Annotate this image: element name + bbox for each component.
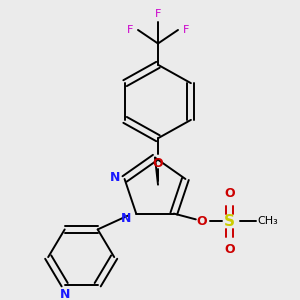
Text: F: F	[127, 25, 133, 35]
Text: O: O	[196, 215, 207, 228]
Text: O: O	[224, 187, 235, 200]
Text: F: F	[155, 8, 161, 19]
Text: N: N	[110, 170, 120, 184]
Text: CH₃: CH₃	[257, 216, 278, 226]
Text: N: N	[59, 288, 70, 300]
Text: O: O	[153, 157, 163, 170]
Text: S: S	[224, 214, 235, 229]
Text: O: O	[224, 243, 235, 256]
Text: N: N	[121, 212, 131, 225]
Text: F: F	[183, 25, 189, 35]
